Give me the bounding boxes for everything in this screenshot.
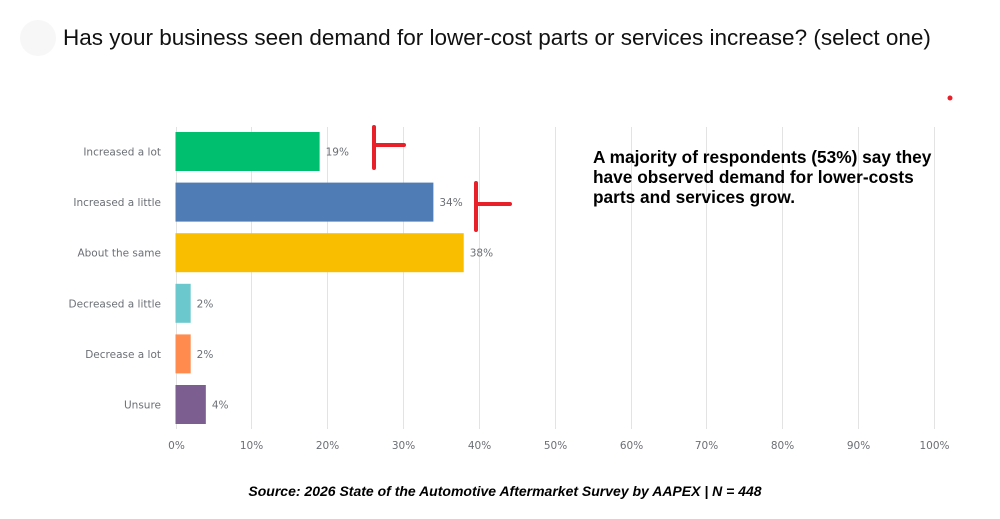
red-dot-marker	[947, 95, 953, 101]
gridlines	[176, 127, 935, 429]
bar	[175, 334, 191, 374]
x-tick-label: 60%	[620, 440, 643, 452]
x-tick-label: 20%	[316, 440, 339, 452]
x-tick-label: 10%	[240, 440, 263, 452]
title-icon	[20, 20, 56, 56]
x-tick-label: 50%	[544, 440, 567, 452]
category-label: Decrease a lot	[85, 349, 161, 361]
source-note: Source: 2026 State of the Automotive Aft…	[248, 483, 762, 499]
x-tick-label: 90%	[847, 440, 870, 452]
highlight-markers	[372, 95, 953, 232]
x-tick-label: 100%	[919, 440, 949, 452]
bar	[175, 385, 206, 424]
x-tick-label: 0%	[168, 440, 185, 452]
category-label: About the same	[77, 248, 161, 260]
x-tick-label: 30%	[392, 440, 415, 452]
category-labels: Increased a lot Increased a little About t…	[69, 147, 161, 412]
bar	[175, 132, 320, 171]
bars	[175, 132, 464, 424]
category-label: Increased a lot	[83, 147, 161, 159]
value-label: 2%	[197, 298, 214, 310]
value-label: 34%	[439, 197, 462, 209]
chart-title: Has your business seen demand for lower-…	[63, 25, 931, 50]
value-label: 38%	[470, 248, 493, 260]
value-labels: 19% 34% 38% 2% 2% 4%	[197, 147, 493, 412]
x-tick-label: 40%	[468, 440, 491, 452]
category-label: Decreased a little	[69, 298, 161, 310]
category-label: Unsure	[124, 400, 161, 412]
category-label: Increased a little	[73, 197, 161, 209]
value-label: 2%	[197, 349, 214, 361]
x-tick-label: 80%	[771, 440, 794, 452]
value-label: 4%	[212, 400, 229, 412]
bar	[175, 233, 464, 273]
value-label: 19%	[326, 147, 349, 159]
chart-annotation: A majority of respondents (53%) say they…	[593, 147, 932, 207]
x-tick-label: 70%	[695, 440, 718, 452]
bar	[175, 182, 434, 222]
x-axis-tick-labels: 0% 10% 20% 30% 40% 50% 60% 70% 80% 90% 100%	[168, 440, 949, 452]
bar	[175, 283, 191, 323]
